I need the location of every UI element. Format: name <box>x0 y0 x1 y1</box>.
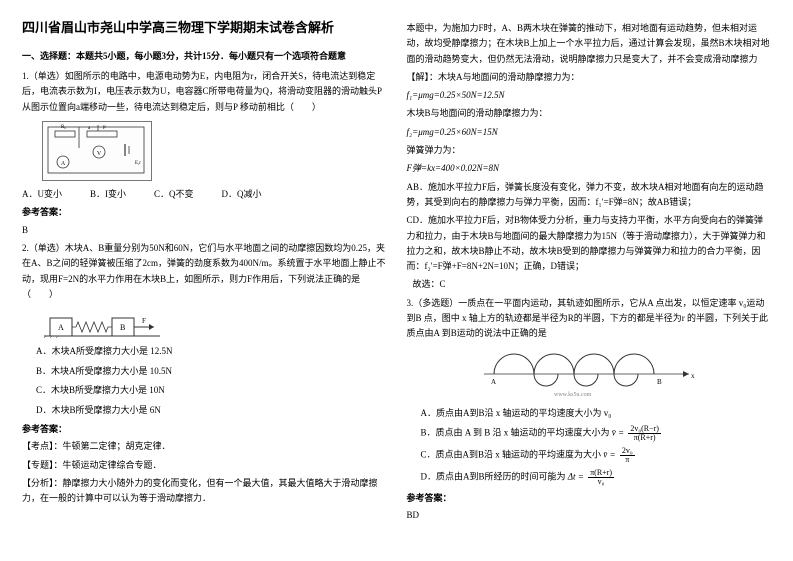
q2-option-c: C．木块B所受摩擦力大小是 10N <box>36 383 387 397</box>
q3-answer-label: 参考答案： <box>407 491 772 505</box>
circuit-svg: A V P a E,r R₀ <box>43 122 151 180</box>
question-2-text: 2.（单选）木块A、B重量分别为50N和60N，它们与水平地面之间的动摩擦因数均… <box>22 241 387 302</box>
q3-option-b-frac: 2v₀(R−r) π(R+r) <box>628 425 661 442</box>
svg-text:A: A <box>58 323 64 332</box>
col2-eq1: f₁=μmg=0.25×50N=12.5N <box>407 88 772 103</box>
svg-text:P: P <box>103 126 106 131</box>
q1-option-c: C．Q不变 <box>154 187 194 201</box>
q3-d-den: v₀ <box>588 478 614 486</box>
question-1-text: 1.（单选）如图所示的电路中，电源电动势为E，内电阻为r，闭合开关S，待电流达到… <box>22 69 387 115</box>
q2-zhuanti-label: 【专题】： <box>22 460 63 470</box>
q1-option-a: A．U变小 <box>22 187 62 201</box>
q3-option-c-pre: C．质点由A到B沿 x 轴运动的平均速度为大小 <box>421 450 602 460</box>
svg-text:B: B <box>120 323 125 332</box>
q3-option-c: C．质点由A到B沿 x 轴运动的平均速度为大小 v̄ = 2v₀ π <box>421 447 772 464</box>
q2-answer-label: 参考答案： <box>22 422 387 436</box>
section-1-header: 一、选择题：本题共5小题，每小题3分，共计15分．每小题只有一个选项符合题意 <box>22 49 387 63</box>
svg-text:x: x <box>691 372 695 380</box>
svg-text:B: B <box>657 378 662 386</box>
col2-p4: 弹簧弹力为： <box>407 143 772 158</box>
q3-option-d-pre: D．质点由A到B所经历的时间可能为 <box>421 472 566 482</box>
q2-kaodian-label: 【考点】： <box>22 441 63 451</box>
col2-ab: AB．施加水平拉力F后，弹簧长度没有变化，弹力不变，故木块A相对地面有向左的运动… <box>407 180 772 211</box>
col2-cd: CD．施加水平拉力F后，对B物体受力分析，重力与支持力平衡，水平方向受向右的弹簧… <box>407 213 772 274</box>
q1-option-d: D．Q减小 <box>222 187 262 201</box>
col2-p1: 本题中，为施加力F时，A、B两木块在弹簧的推动下，相对地面有运动趋势，但未相对运… <box>407 21 772 67</box>
q2-option-d: D．木块B所受摩擦力大小是 6N <box>36 403 387 417</box>
q3-option-d: D．质点由A到B所经历的时间可能为 Δt = π(R+r) v₀ <box>421 469 772 486</box>
q3-b-den: π(R+r) <box>628 434 661 442</box>
wave-svg: A B x www.ks5u.com <box>479 346 699 401</box>
circuit-diagram: A V P a E,r R₀ <box>42 121 152 181</box>
q2-fenxi-text: 静摩擦力大小随外力的变化而变化，但有一个最大值，其最大值略大于滑动摩擦力，在一般… <box>22 478 378 503</box>
q2-fenxi: 【分析】：静摩擦力大小随外力的变化而变化，但有一个最大值，其最大值略大于滑动摩擦… <box>22 476 387 507</box>
question-3-text: 3.（多选题）一质点在一平面内运动，其轨迹如图所示，它从A 点出发，以恒定速率 … <box>407 296 772 342</box>
q2-zhuanti: 【专题】：牛顿运动定律综合专题． <box>22 458 387 473</box>
spring-diagram: A B F <box>42 308 162 338</box>
spring-svg: A B F <box>42 308 162 338</box>
q2-kaodian: 【考点】：牛顿第二定律；胡克定律． <box>22 439 387 454</box>
right-column: 本题中，为施加力F时，A、B两木块在弹簧的推动下，相对地面有运动趋势，但未相对运… <box>397 18 782 543</box>
q2-option-a: A．木块A所受摩擦力大小是 12.5N <box>36 344 387 358</box>
q1-option-b: B．I变小 <box>90 187 126 201</box>
q3-option-c-frac: 2v₀ π <box>620 447 635 464</box>
q1-options: A．U变小 B．I变小 C．Q不变 D．Q减小 <box>22 187 387 201</box>
svg-text:A: A <box>491 378 496 386</box>
document-title: 四川省眉山市尧山中学高三物理下学期期末试卷含解析 <box>22 18 387 39</box>
q3-c-den: π <box>620 456 635 464</box>
left-column: 四川省眉山市尧山中学高三物理下学期期末试卷含解析 一、选择题：本题共5小题，每小… <box>12 18 397 543</box>
svg-text:R₀: R₀ <box>61 125 66 130</box>
q2-option-b: B．木块A所受摩擦力大小是 10.5N <box>36 364 387 378</box>
svg-text:E,r: E,r <box>135 161 141 166</box>
svg-text:F: F <box>142 317 146 325</box>
wave-diagram: A B x www.ks5u.com <box>479 346 699 401</box>
q3-option-d-frac: π(R+r) v₀ <box>588 469 614 486</box>
q3-answer: BD <box>407 508 772 523</box>
svg-text:A: A <box>61 161 66 167</box>
q1-answer-label: 参考答案： <box>22 205 387 219</box>
watermark-text: www.ks5u.com <box>554 392 592 398</box>
col2-p3: 木块B与地面间的滑动静摩擦力为： <box>407 106 772 121</box>
q3-option-b-pre: B．质点由 A 到 B 沿 x 轴运动的平均速度大小为 <box>421 428 610 438</box>
col2-guxuan: 故选：C <box>413 277 772 292</box>
q2-kaodian-text: 牛顿第二定律；胡克定律． <box>63 441 171 451</box>
q2-fenxi-label: 【分析】： <box>22 478 63 488</box>
q3-option-b: B．质点由 A 到 B 沿 x 轴运动的平均速度大小为 v̄ = 2v₀(R−r… <box>421 425 772 442</box>
col2-p2: 【解】：木块A与地面间的滑动静摩擦力为： <box>407 70 772 85</box>
col2-eq3: F弹=kx=400×0.02N=8N <box>407 161 772 176</box>
svg-text:V: V <box>97 151 102 157</box>
q2-zhuanti-text: 牛顿运动定律综合专题． <box>63 460 162 470</box>
col2-eq2: f₂=μmg=0.25×60N=15N <box>407 125 772 140</box>
q3-option-a: A．质点由A到B沿 x 轴运动的平均速度大小为 v₀ <box>421 406 772 420</box>
q1-answer: B <box>22 223 387 238</box>
